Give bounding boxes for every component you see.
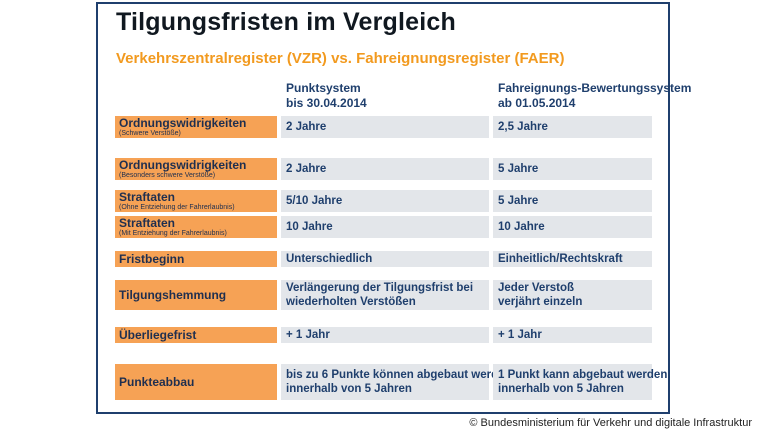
cell-text: 5 Jahre xyxy=(498,163,539,175)
cell-text: 2 Jahre xyxy=(286,121,327,133)
table-cell-old: 2 Jahre xyxy=(281,158,489,180)
table-cell-old: Unterschiedlich xyxy=(281,251,489,267)
table-cell-new: 1 Punkt kann abgebaut werden innerhalb v… xyxy=(493,364,668,400)
row-label-text: Ordnungswidrigkeiten xyxy=(119,158,247,172)
row-label-text: Straftaten xyxy=(119,216,176,230)
table-cell-old: 5/10 Jahre xyxy=(281,190,489,212)
cell-text: bis zu 6 Punkte können abgebaut werden xyxy=(286,369,512,381)
table-cell-old: 2 Jahre xyxy=(281,116,489,138)
column-header-line: Fahreignungs-Bewertungssystem xyxy=(498,81,692,95)
cell-text: Verlängerung der Tilgungsfrist bei xyxy=(286,282,474,294)
cell-text: 2 Jahre xyxy=(286,163,327,175)
cell-text: Einheitlich/Rechtskraft xyxy=(498,253,623,265)
row-label-tilgungshemmung: Tilgungshemmung xyxy=(115,280,277,310)
cell-text: 5/10 Jahre xyxy=(286,195,343,207)
cell-text: Jeder Verstoß xyxy=(498,282,575,294)
cell-text: + 1 Jahr xyxy=(498,329,542,341)
cell-text: 10 Jahre xyxy=(498,221,545,233)
cell-text: 10 Jahre xyxy=(286,221,333,233)
row-sublabel-text: (Ohne Entziehung der Fahrerlaubnis) xyxy=(119,203,235,211)
cell-text: 1 Punkt kann abgebaut werden xyxy=(498,369,668,381)
row-label-text: Ordnungswidrigkeiten xyxy=(119,116,247,130)
table-cell-old: + 1 Jahr xyxy=(281,327,489,343)
cell-text: verjährt einzeln xyxy=(498,296,583,308)
table-cell-old: bis zu 6 Punkte können abgebaut werden i… xyxy=(281,364,512,400)
row-label-ordnungswidrigkeiten-schwer: Ordnungswidrigkeiten (Schwere Verstöße) xyxy=(115,116,277,138)
column-header-line: Punktsystem xyxy=(286,81,361,95)
row-label-ueberliegefrist: Überliegefrist xyxy=(115,327,277,343)
table-cell-new: 10 Jahre xyxy=(493,216,652,238)
column-header-line: bis 30.04.2014 xyxy=(286,96,367,110)
cell-text: + 1 Jahr xyxy=(286,329,330,341)
page-subtitle: Verkehrszentralregister (VZR) vs. Fahrei… xyxy=(116,50,565,67)
row-label-text: Straftaten xyxy=(119,190,176,204)
table-cell-new: Jeder Verstoß verjährt einzeln xyxy=(493,280,652,310)
row-sublabel-text: (Besonders schwere Verstöße) xyxy=(119,171,216,179)
table-cell-new: Einheitlich/Rechtskraft xyxy=(493,251,652,267)
table-cell-new: 5 Jahre xyxy=(493,158,652,180)
row-label-text: Fristbeginn xyxy=(119,251,185,266)
row-label-text: Überliegefrist xyxy=(119,327,197,342)
column-header-fahreignung: Fahreignungs-Bewertungssystem ab 01.05.2… xyxy=(498,81,691,111)
copyright-notice: © Bundesministerium für Verkehr und digi… xyxy=(469,417,752,429)
row-label-punkteabbau: Punkteabbau xyxy=(115,364,277,400)
cell-text: wiederholten Verstößen xyxy=(286,296,416,308)
table-cell-old: 10 Jahre xyxy=(281,216,489,238)
row-label-fristbeginn: Fristbeginn xyxy=(115,251,277,267)
cell-text: innerhalb von 5 Jahren xyxy=(286,383,412,395)
page-title: Tilgungsfristen im Vergleich xyxy=(116,8,456,36)
row-sublabel-text: (Mit Entziehung der Fahrerlaubnis) xyxy=(119,229,227,237)
cell-text: 2,5 Jahre xyxy=(498,121,548,133)
row-sublabel-text: (Schwere Verstöße) xyxy=(119,129,181,137)
cell-text: Unterschiedlich xyxy=(286,253,373,265)
table-cell-new: + 1 Jahr xyxy=(493,327,652,343)
cell-text: innerhalb von 5 Jahren xyxy=(498,383,624,395)
row-label-text: Tilgungshemmung xyxy=(119,287,227,302)
column-header-punktsystem: Punktsystem bis 30.04.2014 xyxy=(286,81,367,111)
row-label-text: Punkteabbau xyxy=(119,374,195,389)
cell-text: 5 Jahre xyxy=(498,195,539,207)
row-label-ordnungswidrigkeiten-besonders-schwer: Ordnungswidrigkeiten (Besonders schwere … xyxy=(115,158,277,180)
row-label-straftaten-mit-entziehung: Straftaten (Mit Entziehung der Fahrerlau… xyxy=(115,216,277,238)
row-label-straftaten-ohne-entziehung: Straftaten (Ohne Entziehung der Fahrerla… xyxy=(115,190,277,212)
column-header-line: ab 01.05.2014 xyxy=(498,96,576,110)
table-cell-old: Verlängerung der Tilgungsfrist bei wiede… xyxy=(281,280,489,310)
table-cell-new: 2,5 Jahre xyxy=(493,116,652,138)
table-cell-new: 5 Jahre xyxy=(493,190,652,212)
